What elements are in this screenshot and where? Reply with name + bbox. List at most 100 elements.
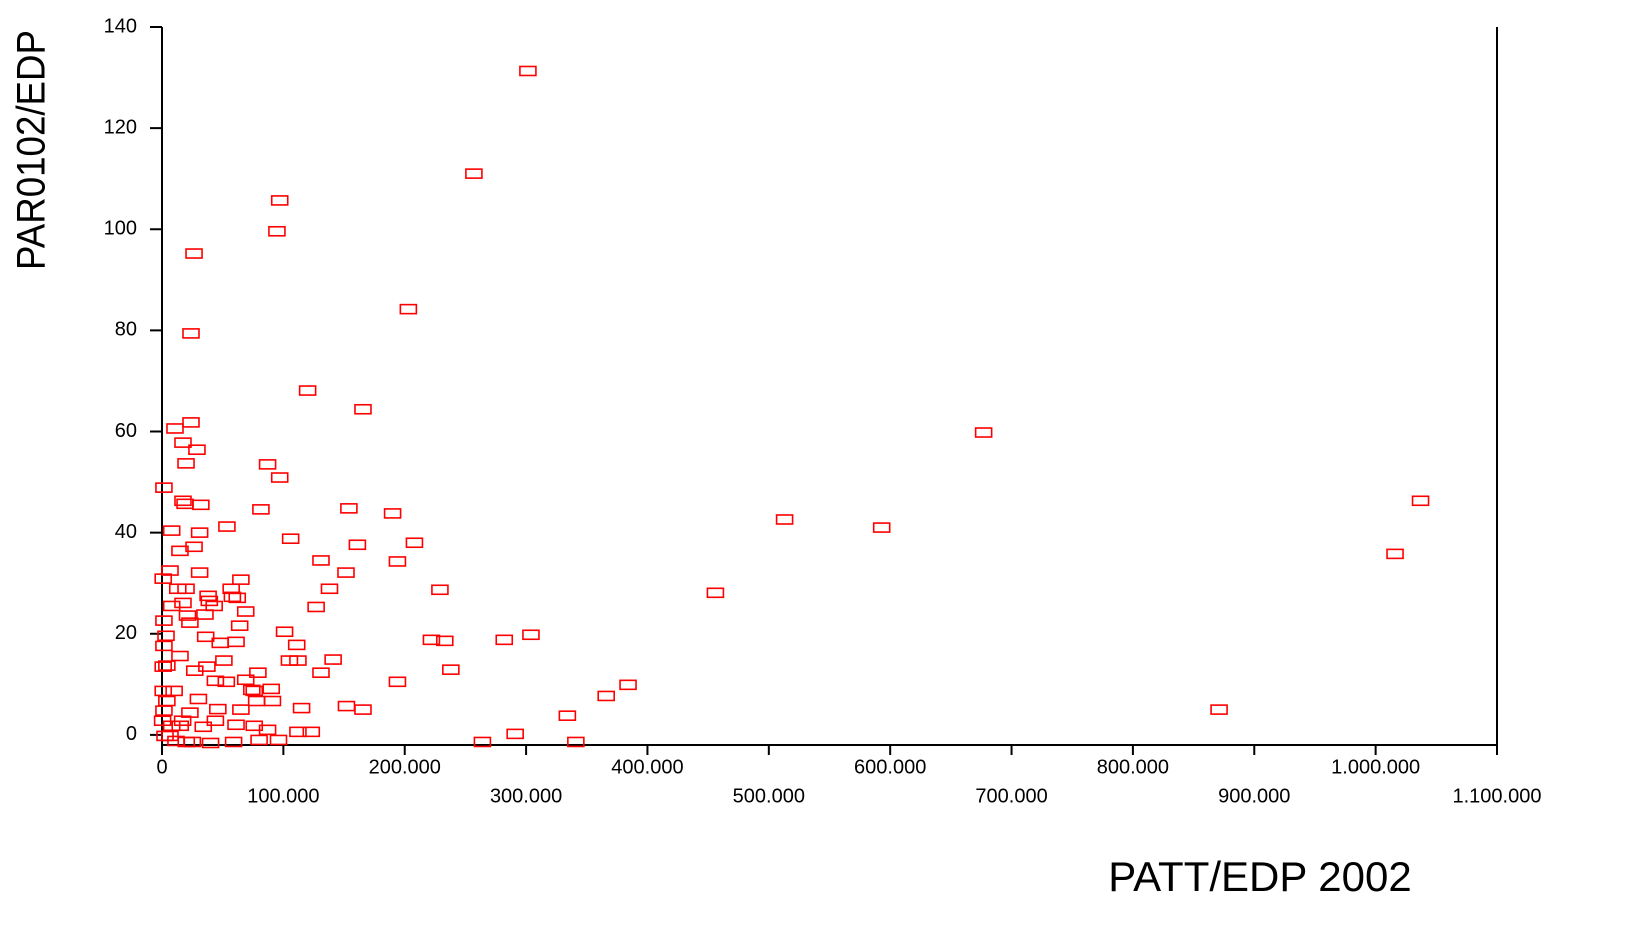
point <box>263 695 282 707</box>
y-tick-label: 120 <box>104 116 137 138</box>
point <box>192 499 210 511</box>
point <box>388 556 407 567</box>
point <box>519 65 537 77</box>
point <box>619 679 637 691</box>
point <box>275 626 294 638</box>
point <box>153 715 172 727</box>
point <box>177 583 195 595</box>
point <box>320 583 339 595</box>
point <box>706 587 725 599</box>
point <box>292 702 311 714</box>
point <box>506 728 524 740</box>
point <box>422 634 441 646</box>
point <box>196 631 215 643</box>
point <box>405 537 424 549</box>
point <box>182 328 200 339</box>
point <box>495 634 514 646</box>
point <box>597 690 615 702</box>
point <box>154 661 173 672</box>
x-tick-label: 900.000 <box>1218 785 1290 807</box>
point <box>243 684 261 696</box>
point <box>158 660 176 671</box>
point <box>236 674 255 686</box>
point <box>155 705 173 716</box>
x-tick-label: 700.000 <box>975 785 1047 807</box>
point <box>232 574 250 585</box>
point <box>872 522 891 533</box>
point <box>227 636 245 648</box>
point <box>206 715 225 727</box>
point <box>155 482 173 493</box>
y-axis-title: PAR0102/EDP <box>10 30 54 270</box>
point <box>181 617 199 628</box>
point <box>775 514 794 525</box>
point <box>188 444 206 456</box>
y-tick-label: 0 <box>126 723 137 745</box>
point <box>223 591 242 603</box>
point <box>161 565 179 576</box>
point <box>215 655 233 666</box>
point <box>155 640 173 652</box>
y-tick-label: 80 <box>115 319 137 341</box>
point <box>324 654 342 665</box>
point <box>201 737 220 749</box>
point <box>431 584 449 596</box>
point <box>198 661 216 672</box>
point <box>154 573 173 584</box>
x-tick-label: 400.000 <box>611 756 683 778</box>
point <box>348 539 367 551</box>
x-tick-label: 600.000 <box>854 756 926 778</box>
point <box>252 504 270 515</box>
point <box>435 635 454 647</box>
point <box>522 629 540 641</box>
point <box>185 248 203 259</box>
point <box>354 704 372 715</box>
point <box>465 168 483 179</box>
point <box>196 609 214 620</box>
point <box>337 700 356 712</box>
point <box>442 664 460 675</box>
point <box>473 736 492 748</box>
y-tick-label: 100 <box>104 218 137 240</box>
point <box>298 385 317 396</box>
point <box>185 541 203 553</box>
point <box>1386 548 1404 560</box>
point <box>227 719 245 731</box>
point <box>281 533 300 545</box>
point <box>1411 495 1430 507</box>
point <box>178 610 197 621</box>
point <box>270 472 289 483</box>
x-tick-label: 0 <box>156 756 167 778</box>
x-tick-label: 500.000 <box>733 785 805 807</box>
point <box>567 736 585 748</box>
point <box>206 675 225 687</box>
point <box>245 685 264 697</box>
point <box>173 715 192 727</box>
point <box>399 303 418 315</box>
point <box>182 417 200 428</box>
y-tick-label: 140 <box>104 15 137 37</box>
y-tick-label: 60 <box>115 420 137 442</box>
point <box>166 423 184 434</box>
point <box>280 655 299 666</box>
y-tick-label: 20 <box>115 622 137 644</box>
point <box>205 600 223 612</box>
point <box>155 615 173 626</box>
point <box>236 606 255 617</box>
point <box>268 225 286 237</box>
x-axis-title: PATT/EDP 2002 <box>1108 853 1411 900</box>
point <box>189 693 208 705</box>
point <box>224 736 243 748</box>
point <box>232 704 250 715</box>
point <box>230 620 249 631</box>
point <box>171 650 189 662</box>
x-tick-label: 1.100.000 <box>1453 785 1542 807</box>
point <box>162 600 181 612</box>
point <box>270 195 289 206</box>
point <box>211 637 230 649</box>
point <box>165 685 183 697</box>
point <box>249 667 267 678</box>
point <box>154 685 173 697</box>
